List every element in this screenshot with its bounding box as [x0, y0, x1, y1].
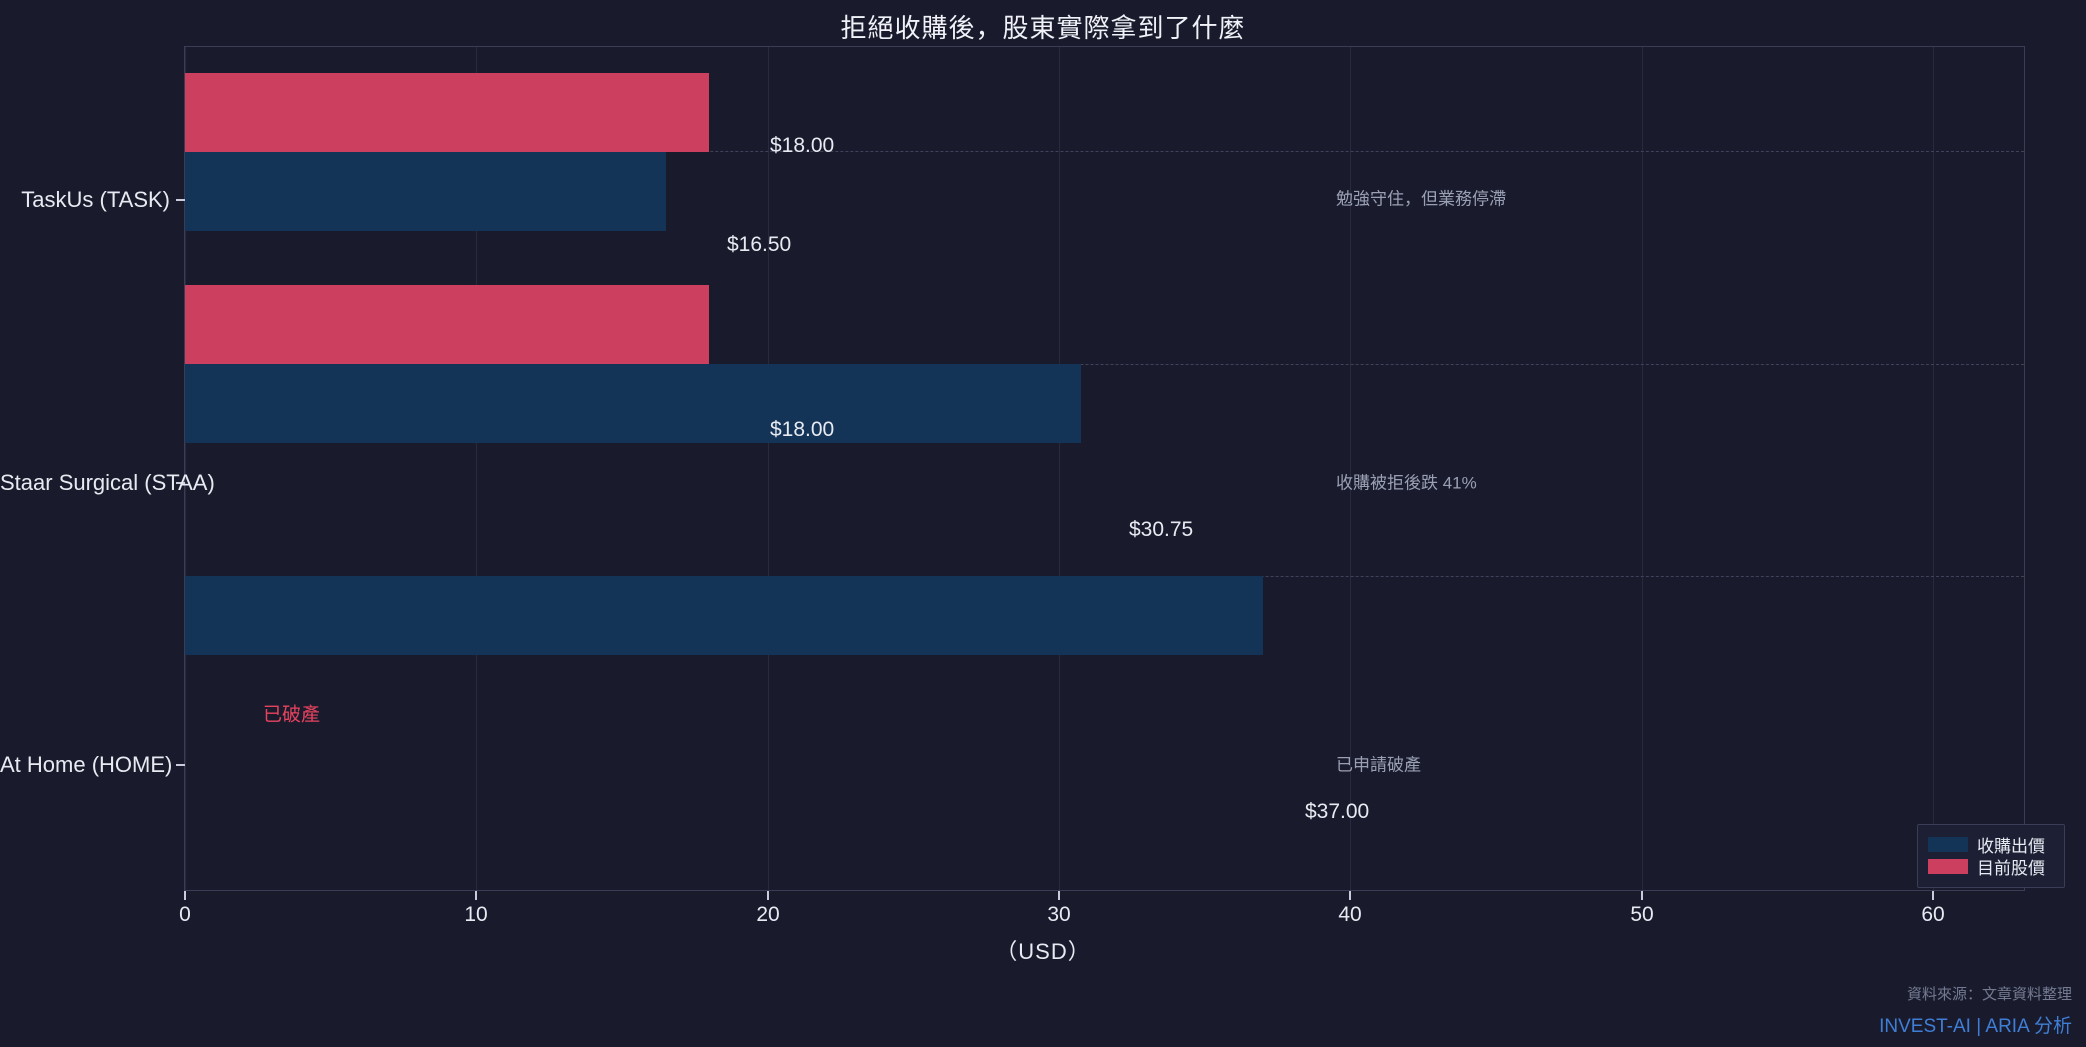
- annotation-staa: 收購被拒後跌 41%: [1336, 473, 1477, 493]
- bar-value-staa-price: $18.00: [770, 418, 835, 441]
- gridline-50: [1642, 47, 1643, 890]
- ytick-label-staa: Staar Surgical (STAA): [0, 470, 215, 495]
- xtick-label-50: 50: [1630, 903, 1654, 926]
- chart-title: 拒絕收購後，股東實際拿到了什麼: [840, 13, 1246, 43]
- annotation-bankrupt: 已破產: [263, 704, 321, 726]
- bar-staa-offer[interactable]: [185, 364, 1081, 443]
- annotation-home: 已申請破產: [1336, 755, 1421, 775]
- legend-label-offer: 收購出價: [1977, 837, 2045, 856]
- xtick-label-0: 0: [179, 903, 191, 926]
- gridline-40: [1350, 47, 1351, 890]
- bar-staa-price[interactable]: [185, 285, 709, 364]
- xtick-label-20: 20: [756, 903, 780, 926]
- xtick-mark-40: [1349, 891, 1351, 900]
- chart-legend: 收購出價 目前股價: [1917, 824, 2065, 888]
- xtick-mark-60: [1932, 891, 1934, 900]
- gridline-20: [768, 47, 769, 890]
- plot-area: [184, 46, 2025, 891]
- xtick-label-60: 60: [1921, 903, 1945, 926]
- gridline-10: [476, 47, 477, 890]
- bar-value-home-offer: $37.00: [1305, 800, 1370, 823]
- xtick-mark-30: [1058, 891, 1060, 900]
- legend-swatch-icon-price: [1928, 859, 1968, 874]
- legend-item-offer[interactable]: 收購出價: [1928, 834, 2054, 856]
- ytick-mark-task: [176, 199, 185, 201]
- xtick-mark-20: [767, 891, 769, 900]
- bar-task-price[interactable]: [185, 73, 709, 152]
- bar-value-task-price: $18.00: [770, 134, 835, 157]
- footer-source: 資料來源：文章資料整理: [1906, 986, 2072, 1003]
- xtick-label-30: 30: [1047, 903, 1071, 926]
- group-dashline-staa: [185, 364, 2024, 365]
- group-dashline-task: [185, 151, 2024, 152]
- ytick-label-home: At Home (HOME): [0, 752, 173, 777]
- xtick-label-40: 40: [1338, 903, 1362, 926]
- bar-task-offer[interactable]: [185, 152, 666, 231]
- gridline-0: [185, 47, 186, 890]
- gridline-30: [1059, 47, 1060, 890]
- xtick-mark-0: [184, 891, 186, 900]
- xtick-mark-50: [1641, 891, 1643, 900]
- ytick-mark-staa: [176, 482, 185, 484]
- legend-item-price[interactable]: 目前股價: [1928, 856, 2054, 878]
- bar-home-offer[interactable]: [185, 576, 1263, 655]
- bar-value-task-offer: $16.50: [727, 233, 792, 256]
- annotation-task: 勉強守住，但業務停滯: [1336, 189, 1506, 209]
- bar-value-staa-offer: $30.75: [1129, 518, 1194, 541]
- legend-swatch-icon-offer: [1928, 837, 1968, 852]
- ytick-mark-home: [176, 764, 185, 766]
- xaxis-label: （USD）: [995, 939, 1091, 964]
- xtick-label-10: 10: [464, 903, 488, 926]
- footer-brand: INVEST-AI | ARIA 分析: [1879, 1016, 2072, 1037]
- ytick-label-task: TaskUs (TASK): [21, 187, 170, 212]
- xtick-mark-10: [475, 891, 477, 900]
- legend-label-price: 目前股價: [1977, 859, 2045, 878]
- gridline-60: [1933, 47, 1934, 890]
